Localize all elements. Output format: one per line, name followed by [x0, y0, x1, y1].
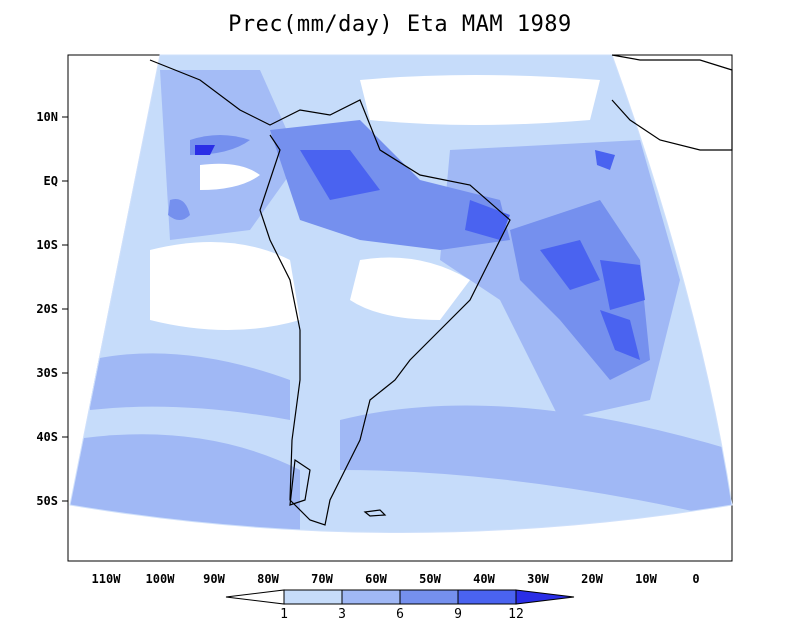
coastlines — [149, 54, 733, 526]
colorbar-segment-above — [515, 589, 575, 605]
lat-tick-label: 10S — [36, 238, 58, 252]
lon-tick-label: 50W — [419, 572, 441, 586]
south-america-coast — [149, 59, 511, 526]
colorbar-label: 12 — [508, 607, 524, 618]
lon-tick-label: 70W — [311, 572, 333, 586]
lat-tick-label: 50S — [36, 494, 58, 508]
lon-tick-label: 80W — [257, 572, 279, 586]
colorbar-label: 1 — [280, 607, 288, 618]
precip-field — [70, 55, 732, 533]
lon-tick-label: 60W — [365, 572, 387, 586]
falkland-islands — [363, 509, 387, 517]
lon-tick-label: 0 — [692, 572, 699, 586]
lat-tick-label: EQ — [44, 174, 58, 188]
africa-coast — [611, 54, 733, 151]
lat-tick-label: 10N — [36, 110, 58, 124]
patagonia-islands — [289, 458, 311, 506]
colorbar-segment — [399, 589, 459, 605]
lon-tick-label: 90W — [203, 572, 225, 586]
lat-tick-label: 30S — [36, 366, 58, 380]
longitude-axis: 110W 100W 90W 80W 70W 60W 50W 40W 30W 20… — [92, 572, 700, 586]
colorbar-segment — [457, 589, 517, 605]
lon-tick-label: 100W — [146, 572, 176, 586]
colorbar-segment — [283, 589, 343, 605]
lon-tick-label: 40W — [473, 572, 495, 586]
colorbar-segment-below — [225, 589, 285, 605]
lat-tick-label: 40S — [36, 430, 58, 444]
colorbar: 1 3 6 9 12 — [225, 589, 575, 618]
latitude-axis: 10N EQ 10S 20S 30S 40S 50S — [36, 110, 68, 508]
colorbar-label: 3 — [338, 607, 346, 618]
lon-tick-label: 110W — [92, 572, 122, 586]
colorbar-label: 6 — [396, 607, 404, 618]
map-title: Prec(mm/day) Eta MAM 1989 — [228, 12, 572, 37]
lon-tick-label: 10W — [635, 572, 657, 586]
colorbar-segment — [341, 589, 401, 605]
lon-tick-label: 30W — [527, 572, 549, 586]
colorbar-label: 9 — [454, 607, 462, 618]
lon-tick-label: 20W — [581, 572, 603, 586]
lat-tick-label: 20S — [36, 302, 58, 316]
